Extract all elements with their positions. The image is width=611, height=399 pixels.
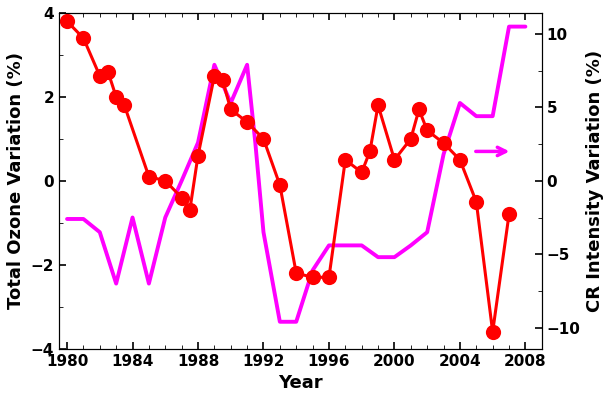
- Y-axis label: Total Ozone Variation (%): Total Ozone Variation (%): [7, 52, 25, 309]
- Point: [308, 274, 318, 280]
- Point: [177, 194, 186, 201]
- Point: [414, 106, 424, 113]
- Point: [357, 169, 367, 176]
- Point: [193, 152, 203, 159]
- X-axis label: Year: Year: [278, 374, 323, 392]
- Point: [439, 140, 448, 146]
- Point: [406, 136, 415, 142]
- Point: [210, 73, 219, 79]
- Point: [120, 102, 130, 109]
- Point: [144, 174, 154, 180]
- Point: [160, 178, 170, 184]
- Point: [324, 274, 334, 280]
- Point: [455, 157, 465, 163]
- Point: [79, 35, 89, 41]
- Point: [488, 329, 497, 335]
- Point: [472, 199, 481, 205]
- Point: [111, 94, 121, 100]
- Point: [340, 157, 350, 163]
- Point: [185, 207, 195, 213]
- Point: [242, 119, 252, 125]
- Point: [275, 182, 285, 188]
- Point: [373, 102, 383, 109]
- Point: [226, 106, 236, 113]
- Point: [422, 127, 432, 134]
- Point: [62, 18, 72, 24]
- Y-axis label: CR Intensity Variation (%): CR Intensity Variation (%): [586, 50, 604, 312]
- Point: [258, 136, 268, 142]
- Point: [390, 157, 400, 163]
- Point: [218, 77, 227, 83]
- Point: [95, 73, 104, 79]
- Point: [365, 148, 375, 154]
- Point: [291, 270, 301, 276]
- Point: [504, 211, 514, 217]
- Point: [103, 69, 113, 75]
